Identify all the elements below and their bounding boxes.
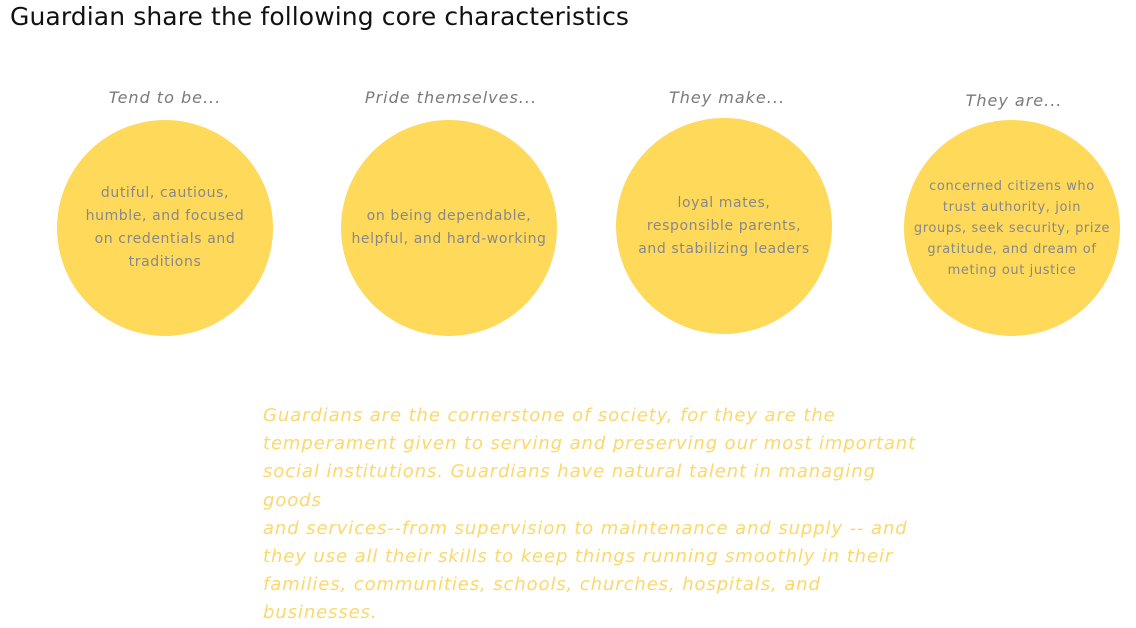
characteristic-line: humble, and focused [85,208,245,224]
characteristic-line: dutiful, cautious, [100,185,230,201]
description-line: social institutions. Guardians have natu… [263,461,876,511]
characteristic-line: groups, seek security, prize [913,220,1111,236]
description-paragraph: Guardians are the cornerstone of society… [263,402,923,628]
characteristic-line: on credentials and [94,231,236,247]
page-title: Guardian share the following core charac… [10,2,630,31]
characteristic-line: responsible parents, [646,217,802,234]
characteristic-heading: They make... [668,88,786,107]
characteristic-circle: on being dependable, helpful, and hard-w… [341,120,557,336]
characteristic-line: trust authority, join [942,199,1082,215]
description-line: temperament given to serving and preserv… [263,433,917,455]
characteristic-line: traditions [128,254,202,270]
characteristic-circle: concerned citizens who trust authority, … [904,120,1120,336]
characteristic-text: loyal mates, responsible parents, and st… [638,192,810,261]
characteristic-line: concerned citizens who [929,178,1095,194]
description-line: they use all their skills to keep things… [263,546,894,568]
characteristic-heading: Tend to be... [108,88,222,107]
characteristic-line: helpful, and hard-working [351,231,547,247]
characteristic-line: loyal mates, [677,194,771,211]
characteristic-heading: Pride themselves... [364,88,538,107]
description-line: families, communities, schools, churches… [263,574,821,624]
characteristic-line: and stabilizing leaders [638,240,810,257]
characteristic-text: on being dependable, helpful, and hard-w… [351,205,546,251]
characteristic-text: concerned citizens who trust authority, … [908,176,1116,281]
description-line: Guardians are the cornerstone of society… [263,405,836,426]
characteristic-circle: dutiful, cautious, humble, and focused o… [57,120,273,336]
characteristic-text: dutiful, cautious, humble, and focused o… [86,182,245,274]
characteristic-circle: loyal mates, responsible parents, and st… [616,118,832,334]
characteristic-line: gratitude, and dream of [927,241,1097,257]
characteristic-heading: They are... [965,91,1063,110]
characteristic-line: meting out justice [947,262,1077,278]
characteristic-line: on being dependable, [366,208,532,224]
description-line: and services--from supervision to mainte… [263,517,908,539]
